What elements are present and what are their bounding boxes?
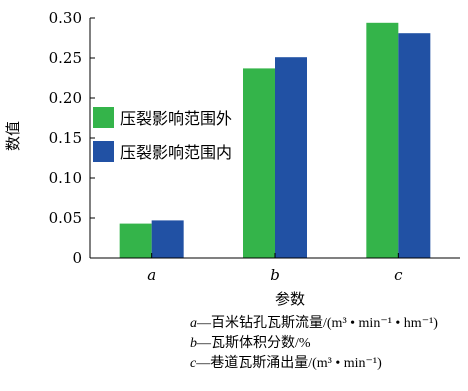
y-tick-label: 0.10	[49, 169, 82, 187]
x-tick-label: b	[270, 266, 280, 284]
y-tick-label: 0.05	[49, 209, 82, 227]
note-a: a—百米钻孔瓦斯流量/(m³ • min⁻¹ • hm⁻¹)	[190, 314, 438, 334]
bar-c-outside	[366, 22, 399, 258]
bar-a-inside	[151, 220, 184, 258]
legend-swatch	[93, 141, 114, 162]
legend-label: 压裂影响范围内	[120, 143, 232, 162]
note-c-text: —巷道瓦斯涌出量/(m³ • min⁻¹)	[196, 356, 382, 371]
note-b-key: b	[190, 336, 197, 351]
x-axis-label: 参数	[275, 290, 305, 308]
legend-label: 压裂影响范围外	[120, 109, 232, 128]
x-tick-label: c	[394, 266, 403, 284]
y-tick-label: 0.15	[49, 129, 82, 147]
y-tick-label: 0.25	[49, 49, 82, 67]
bars-group	[119, 22, 431, 259]
parameter-notes: a—百米钻孔瓦斯流量/(m³ • min⁻¹ • hm⁻¹) b—瓦斯体积分数/…	[190, 314, 438, 374]
note-b-text: —瓦斯体积分数/%	[197, 336, 311, 351]
x-tick-label: a	[147, 266, 156, 284]
bar-b-inside	[275, 57, 307, 259]
y-tick-label: 0	[72, 249, 82, 267]
bar-c-inside	[398, 33, 431, 259]
bar-b-outside	[243, 68, 275, 259]
y-ticks: 0 0.05 0.10 0.15 0.20 0.25 0.30	[49, 9, 95, 267]
note-b: b—瓦斯体积分数/%	[190, 334, 438, 354]
y-axis-label: 数值	[4, 121, 22, 151]
bar-a-outside	[119, 223, 152, 258]
legend-swatch	[93, 107, 114, 128]
note-a-key: a	[190, 316, 197, 331]
note-a-text: —百米钻孔瓦斯流量/(m³ • min⁻¹ • hm⁻¹)	[197, 316, 438, 331]
y-tick-label: 0.20	[49, 89, 82, 107]
x-ticks: a b c	[147, 253, 403, 284]
y-tick-label: 0.30	[49, 9, 82, 27]
note-c: c—巷道瓦斯涌出量/(m³ • min⁻¹)	[190, 354, 438, 374]
note-c-key: c	[190, 356, 197, 371]
